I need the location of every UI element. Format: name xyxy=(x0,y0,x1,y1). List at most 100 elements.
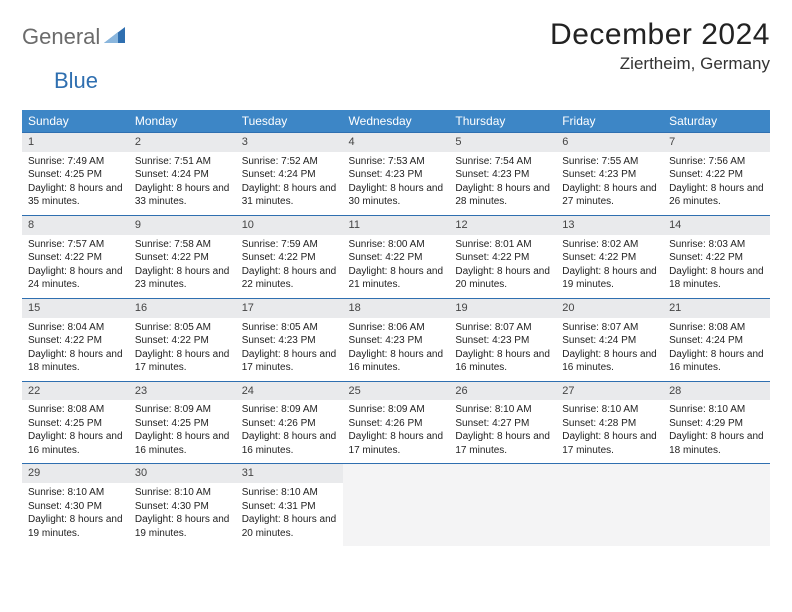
day-number: 27 xyxy=(556,382,663,401)
calendar-day-cell: 10Sunrise: 7:59 AMSunset: 4:22 PMDayligh… xyxy=(236,215,343,298)
daylight-line: Daylight: 8 hours and 16 minutes. xyxy=(242,430,337,457)
calendar-day-cell: 27 Sunrise: 8:10 AMSunset: 4:28 PMDayligh… xyxy=(556,381,663,464)
brand-part1: General xyxy=(22,24,100,50)
calendar-week-row: 8Sunrise: 7:57 AMSunset: 4:22 PMDaylight… xyxy=(22,215,770,298)
sunrise-line: Sunrise: 8:09 AM xyxy=(349,403,444,417)
daylight-line: Daylight: 8 hours and 33 minutes. xyxy=(135,182,230,209)
calendar-day-cell: 13Sunrise: 8:02 AMSunset: 4:22 PMDayligh… xyxy=(556,215,663,298)
daylight-line: Daylight: 8 hours and 16 minutes. xyxy=(28,430,123,457)
sunset-line: Sunset: 4:23 PM xyxy=(455,168,550,182)
sunset-line: Sunset: 4:30 PM xyxy=(135,500,230,514)
day-number: 2 xyxy=(129,133,236,152)
day-number: 14 xyxy=(663,216,770,235)
sunrise-line: Sunrise: 7:56 AM xyxy=(669,155,764,169)
weekday-header-row: Sunday Monday Tuesday Wednesday Thursday… xyxy=(22,110,770,133)
daylight-line: Daylight: 8 hours and 23 minutes. xyxy=(135,265,230,292)
calendar-day-cell: 4 Sunrise: 7:53 AMSunset: 4:23 PMDaylight… xyxy=(343,133,450,216)
daylight-line: Daylight: 8 hours and 16 minutes. xyxy=(669,348,764,375)
sunset-line: Sunset: 4:23 PM xyxy=(349,168,444,182)
day-number: 3 xyxy=(236,133,343,152)
calendar-day-cell: 3Sunrise: 7:52 AMSunset: 4:24 PMDaylight… xyxy=(236,133,343,216)
daylight-line: Daylight: 8 hours and 19 minutes. xyxy=(135,513,230,540)
daylight-line: Daylight: 8 hours and 27 minutes. xyxy=(562,182,657,209)
sunrise-line: Sunrise: 8:10 AM xyxy=(455,403,550,417)
sunrise-line: Sunrise: 8:10 AM xyxy=(28,486,123,500)
calendar-day-cell: . xyxy=(556,464,663,546)
calendar-day-cell: 16Sunrise: 8:05 AMSunset: 4:22 PMDayligh… xyxy=(129,298,236,381)
calendar-day-cell: 19Sunrise: 8:07 AMSunset: 4:23 PMDayligh… xyxy=(449,298,556,381)
sunset-line: Sunset: 4:22 PM xyxy=(669,251,764,265)
sunrise-line: Sunrise: 8:05 AM xyxy=(135,321,230,335)
sunset-line: Sunset: 4:24 PM xyxy=(562,334,657,348)
daylight-line: Daylight: 8 hours and 26 minutes. xyxy=(669,182,764,209)
sunset-line: Sunset: 4:23 PM xyxy=(562,168,657,182)
sunrise-line: Sunrise: 8:05 AM xyxy=(242,321,337,335)
day-number: 25 xyxy=(343,382,450,401)
sunrise-line: Sunrise: 7:57 AM xyxy=(28,238,123,252)
calendar-day-cell: 26Sunrise: 8:10 AMSunset: 4:27 PMDayligh… xyxy=(449,381,556,464)
sunset-line: Sunset: 4:28 PM xyxy=(562,417,657,431)
location: Ziertheim, Germany xyxy=(550,54,770,74)
day-number: 26 xyxy=(449,382,556,401)
sunrise-line: Sunrise: 8:10 AM xyxy=(562,403,657,417)
calendar-day-cell: . xyxy=(663,464,770,546)
sunrise-line: Sunrise: 8:08 AM xyxy=(28,403,123,417)
day-number: 30 xyxy=(129,464,236,483)
sunset-line: Sunset: 4:22 PM xyxy=(562,251,657,265)
calendar-day-cell: 14Sunrise: 8:03 AMSunset: 4:22 PMDayligh… xyxy=(663,215,770,298)
day-number: 11 xyxy=(343,216,450,235)
daylight-line: Daylight: 8 hours and 30 minutes. xyxy=(349,182,444,209)
day-number: 8 xyxy=(22,216,129,235)
daylight-line: Daylight: 8 hours and 31 minutes. xyxy=(242,182,337,209)
sunrise-line: Sunrise: 8:00 AM xyxy=(349,238,444,252)
sunset-line: Sunset: 4:23 PM xyxy=(242,334,337,348)
sunset-line: Sunset: 4:25 PM xyxy=(28,168,123,182)
calendar-day-cell: 1Sunrise: 7:49 AMSunset: 4:25 PMDaylight… xyxy=(22,133,129,216)
sunset-line: Sunset: 4:29 PM xyxy=(669,417,764,431)
daylight-line: Daylight: 8 hours and 16 minutes. xyxy=(135,430,230,457)
sunset-line: Sunset: 4:30 PM xyxy=(28,500,123,514)
brand-logo: General xyxy=(22,18,128,50)
sunset-line: Sunset: 4:24 PM xyxy=(242,168,337,182)
day-number: 19 xyxy=(449,299,556,318)
calendar-day-cell: . xyxy=(449,464,556,546)
day-number: 9 xyxy=(129,216,236,235)
sunrise-line: Sunrise: 8:10 AM xyxy=(669,403,764,417)
calendar-day-cell: 7Sunrise: 7:56 AMSunset: 4:22 PMDaylight… xyxy=(663,133,770,216)
day-number: 24 xyxy=(236,382,343,401)
daylight-line: Daylight: 8 hours and 17 minutes. xyxy=(135,348,230,375)
sunset-line: Sunset: 4:24 PM xyxy=(135,168,230,182)
sunset-line: Sunset: 4:31 PM xyxy=(242,500,337,514)
daylight-line: Daylight: 8 hours and 19 minutes. xyxy=(562,265,657,292)
day-number: 4 xyxy=(343,133,450,152)
day-number: 20 xyxy=(556,299,663,318)
calendar-day-cell: 31Sunrise: 8:10 AMSunset: 4:31 PMDayligh… xyxy=(236,464,343,546)
daylight-line: Daylight: 8 hours and 28 minutes. xyxy=(455,182,550,209)
sunset-line: Sunset: 4:25 PM xyxy=(135,417,230,431)
weekday-header: Sunday xyxy=(22,110,129,133)
calendar-day-cell: 24Sunrise: 8:09 AMSunset: 4:26 PMDayligh… xyxy=(236,381,343,464)
sunrise-line: Sunrise: 8:06 AM xyxy=(349,321,444,335)
sunrise-line: Sunrise: 7:59 AM xyxy=(242,238,337,252)
sunrise-line: Sunrise: 7:51 AM xyxy=(135,155,230,169)
sunset-line: Sunset: 4:27 PM xyxy=(455,417,550,431)
sunset-line: Sunset: 4:22 PM xyxy=(28,251,123,265)
day-number: 31 xyxy=(236,464,343,483)
day-number: 15 xyxy=(22,299,129,318)
day-number: 12 xyxy=(449,216,556,235)
daylight-line: Daylight: 8 hours and 20 minutes. xyxy=(242,513,337,540)
calendar-day-cell: 22Sunrise: 8:08 AMSunset: 4:25 PMDayligh… xyxy=(22,381,129,464)
sunset-line: Sunset: 4:23 PM xyxy=(349,334,444,348)
day-number: 29 xyxy=(22,464,129,483)
day-number: 7 xyxy=(663,133,770,152)
sunrise-line: Sunrise: 7:53 AM xyxy=(349,155,444,169)
calendar-table: Sunday Monday Tuesday Wednesday Thursday… xyxy=(22,110,770,546)
sunrise-line: Sunrise: 8:07 AM xyxy=(562,321,657,335)
calendar-day-cell: 21Sunrise: 8:08 AMSunset: 4:24 PMDayligh… xyxy=(663,298,770,381)
calendar-week-row: 22Sunrise: 8:08 AMSunset: 4:25 PMDayligh… xyxy=(22,381,770,464)
daylight-line: Daylight: 8 hours and 17 minutes. xyxy=(562,430,657,457)
sunrise-line: Sunrise: 7:55 AM xyxy=(562,155,657,169)
calendar-body: 1Sunrise: 7:49 AMSunset: 4:25 PMDaylight… xyxy=(22,133,770,547)
daylight-line: Daylight: 8 hours and 18 minutes. xyxy=(28,348,123,375)
sunrise-line: Sunrise: 8:02 AM xyxy=(562,238,657,252)
